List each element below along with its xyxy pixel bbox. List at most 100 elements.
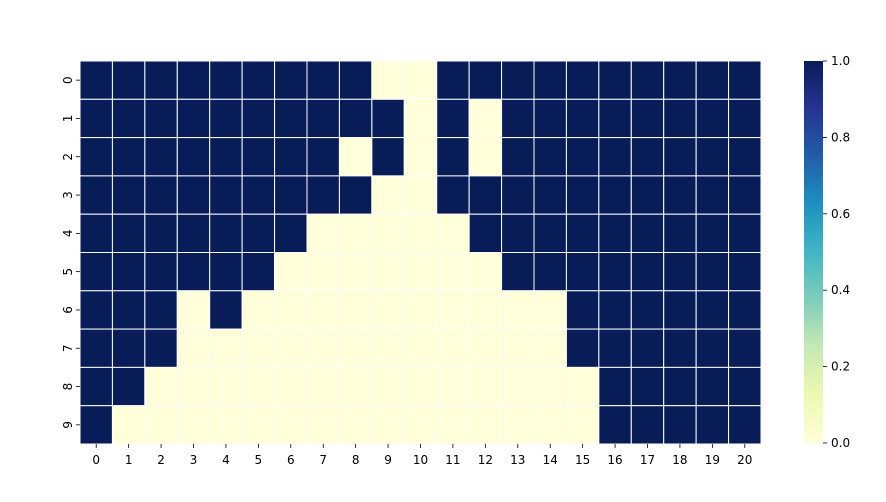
heatmap-cell-r3-c12: [468, 175, 503, 215]
heatmap-cell-r1-c12: [468, 98, 503, 139]
heatmap-cell-r0-c9: [371, 60, 405, 100]
heatmap-cell-r4-c15: [565, 213, 600, 253]
heatmap-cell-r4-c13: [501, 213, 535, 253]
heatmap-cell-r2-c0: [79, 137, 113, 177]
heatmap-cell-r0-c7: [306, 60, 340, 100]
heatmap-cell-r9-c14: [533, 405, 567, 445]
heatmap-cell-r0-c16: [598, 60, 632, 100]
heatmap-cell-r6-c0: [79, 290, 113, 330]
heatmap-cell-r3-c9: [371, 175, 405, 215]
heatmap-cell-r1-c18: [663, 98, 697, 139]
colorbar-tick-label: 0.8: [831, 130, 850, 144]
x-tick-label: 18: [672, 453, 687, 467]
heatmap-cell-r0-c5: [241, 60, 276, 100]
heatmap-cell-r5-c20: [728, 252, 762, 292]
heatmap-cell-r6-c12: [468, 290, 503, 330]
heatmap-cell-r1-c9: [371, 98, 405, 139]
y-tick-label: 1: [61, 115, 75, 123]
heatmap-cell-r0-c15: [565, 60, 600, 100]
y-axis: 0 1 2 3 4 5 6 7 8 9: [61, 76, 80, 429]
heatmap-cell-r6-c10: [403, 290, 438, 330]
heatmap-cell-r4-c16: [598, 213, 632, 253]
heatmap-cell-r6-c3: [176, 290, 211, 330]
heatmap-cell-r3-c0: [79, 175, 113, 215]
heatmap-cell-r7-c20: [728, 328, 762, 368]
heatmap-cell-r0-c3: [176, 60, 211, 100]
heatmap-cell-r6-c19: [695, 290, 730, 330]
heatmap-cell-r6-c8: [338, 290, 373, 330]
heatmap-cell-r4-c14: [533, 213, 567, 253]
heatmap-cell-r6-c2: [144, 290, 178, 330]
heatmap-cell-r4-c3: [176, 213, 211, 253]
heatmap-cell-r1-c8: [338, 98, 373, 139]
heatmap-cell-r5-c16: [598, 252, 632, 292]
heatmap-cell-r8-c3: [176, 366, 211, 407]
heatmap-cell-r5-c17: [630, 252, 665, 292]
x-axis: 0 1 2 3 4 5 6 7 8 9 10 11 12 13 14 15 16 17 18 19 20: [92, 444, 752, 467]
heatmap-cell-r3-c6: [274, 175, 308, 215]
heatmap-cell-r4-c20: [728, 213, 762, 253]
heatmap-cell-r1-c14: [533, 98, 567, 139]
heatmap-cell-r9-c13: [501, 405, 535, 445]
heatmap-cell-r2-c4: [209, 137, 243, 177]
heatmap-cell-r9-c2: [144, 405, 178, 445]
heatmap-cell-r3-c14: [533, 175, 567, 215]
colorbar-tick-label: 0.0: [831, 436, 850, 450]
heatmap-cell-r5-c10: [403, 252, 438, 292]
heatmap-cell-r9-c8: [338, 405, 373, 445]
heatmap-cell-r7-c4: [209, 328, 243, 368]
heatmap-cell-r4-c1: [111, 213, 146, 253]
heatmap-cell-r6-c7: [306, 290, 340, 330]
heatmap-cell-r4-c10: [403, 213, 438, 253]
x-tick-label: 3: [190, 453, 198, 467]
heatmap-cell-r5-c2: [144, 252, 178, 292]
heatmap-cell-r6-c5: [241, 290, 276, 330]
x-tick-label: 10: [413, 453, 428, 467]
heatmap-cell-r2-c13: [501, 137, 535, 177]
heatmap-cell-r6-c20: [728, 290, 762, 330]
heatmap-cell-r2-c9: [371, 137, 405, 177]
heatmap-cell-r8-c19: [695, 366, 730, 407]
heatmap-cell-r4-c7: [306, 213, 340, 253]
heatmap-cell-r2-c19: [695, 137, 730, 177]
heatmap-cell-r5-c6: [274, 252, 308, 292]
heatmap-cell-r5-c5: [241, 252, 276, 292]
heatmap-cell-r3-c7: [306, 175, 340, 215]
x-tick-label: 12: [478, 453, 493, 467]
x-tick-label: 6: [287, 453, 295, 467]
heatmap-cell-r7-c0: [79, 328, 113, 368]
heatmap-cell-r9-c9: [371, 405, 405, 445]
heatmap-cell-r0-c12: [468, 60, 503, 100]
heatmap-cell-r8-c8: [338, 366, 373, 407]
heatmap-cell-r8-c9: [371, 366, 405, 407]
heatmap-cell-r2-c11: [436, 137, 470, 177]
x-tick-label: 15: [575, 453, 590, 467]
heatmap-cell-r9-c6: [274, 405, 308, 445]
x-tick-label: 17: [640, 453, 655, 467]
heatmap-cell-r5-c18: [663, 252, 697, 292]
x-tick-label: 11: [445, 453, 460, 467]
heatmap-cell-r5-c14: [533, 252, 567, 292]
x-tick-label: 0: [92, 453, 100, 467]
x-tick-label: 5: [255, 453, 263, 467]
heatmap-cell-r4-c8: [338, 213, 373, 253]
heatmap-cell-r2-c18: [663, 137, 697, 177]
heatmap-cell-r0-c4: [209, 60, 243, 100]
x-tick-label: 14: [543, 453, 558, 467]
heatmap-cell-r6-c11: [436, 290, 470, 330]
heatmap-cell-r4-c12: [468, 213, 503, 253]
heatmap-cell-r6-c4: [209, 290, 243, 330]
heatmap-cell-r4-c5: [241, 213, 276, 253]
heatmap-cell-r7-c12: [468, 328, 503, 368]
x-tick-label: 8: [352, 453, 360, 467]
heatmap-cell-r9-c3: [176, 405, 211, 445]
x-tick-label: 2: [157, 453, 165, 467]
heatmap-cell-r9-c17: [630, 405, 665, 445]
heatmap-cell-r8-c17: [630, 366, 665, 407]
heatmap-cell-r7-c17: [630, 328, 665, 368]
heatmap-cell-r1-c15: [565, 98, 600, 139]
heatmap-cell-r7-c6: [274, 328, 308, 368]
heatmap-cell-r2-c10: [403, 137, 438, 177]
colorbar-gradient: [804, 61, 823, 443]
heatmap-cell-r8-c15: [565, 366, 600, 407]
